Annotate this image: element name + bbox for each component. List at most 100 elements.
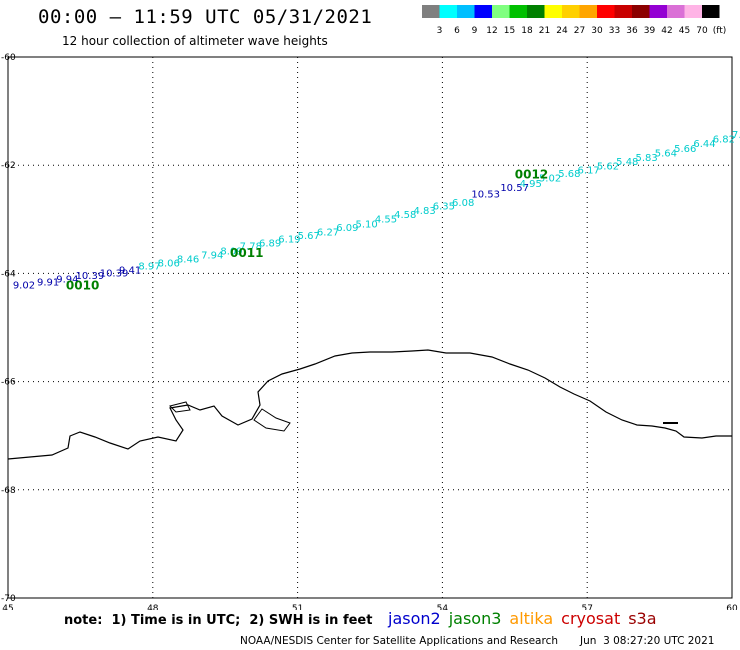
coastline — [7, 349, 732, 460]
swh-value: 4.83 — [413, 206, 435, 217]
swh-value: 8.97 — [138, 262, 160, 273]
scale-label: 18 — [521, 26, 533, 36]
mission-legend: jason2 jason3 altika cryosat s3a — [388, 609, 665, 628]
scale-swatch — [457, 5, 475, 18]
scale-swatch — [649, 5, 667, 18]
swh-value: 9.02 — [13, 281, 35, 292]
scale-label: 12 — [486, 26, 497, 36]
swh-value: 6.35 — [433, 202, 455, 213]
swh-value: 9.41 — [119, 265, 141, 276]
swh-value: 9.94 — [56, 275, 78, 286]
scale-swatch — [684, 5, 702, 18]
swh-value: 7.37 — [732, 130, 740, 141]
swh-value: 8.09 — [220, 246, 242, 257]
lat-tick-label: -66 — [1, 378, 16, 388]
lon-tick-label: 45 — [2, 604, 13, 610]
map-frame — [7, 56, 733, 599]
swh-value: 6.17 — [578, 165, 600, 176]
lon-tick-label: 51 — [292, 604, 303, 610]
island-outline — [253, 408, 291, 432]
island-outline — [169, 401, 191, 413]
mission-jason3: jason3 — [448, 609, 502, 628]
scale-swatch — [527, 5, 545, 18]
scale-swatch — [597, 5, 615, 18]
swh-value: 6.09 — [336, 223, 358, 234]
swh-value: 6.08 — [452, 198, 474, 209]
time-label: 0010 — [66, 279, 99, 293]
swh-value: 8.46 — [177, 255, 199, 266]
swh-value: 8.06 — [158, 258, 180, 269]
lat-tick-label: -68 — [1, 486, 16, 496]
scale-swatch — [439, 5, 457, 18]
mission-s3a: s3a — [628, 609, 657, 628]
scale-swatch — [702, 5, 720, 18]
swh-value: 5.02 — [539, 173, 561, 184]
swh-value: 10.39 — [76, 271, 105, 282]
scale-swatch — [667, 5, 685, 18]
swh-value: 5.68 — [558, 169, 580, 180]
swh-value: 7.78 — [240, 242, 262, 253]
scale-label: 30 — [591, 26, 603, 36]
credit-date: Jun 3 08:27:20 UTC 2021 — [580, 635, 715, 647]
swh-value: 6.44 — [693, 139, 715, 150]
scale-label: 6 — [454, 26, 460, 36]
scale-swatch — [614, 5, 632, 18]
scale-swatch — [579, 5, 597, 18]
swh-value: 10.39 — [100, 269, 129, 280]
swh-value: 5.64 — [655, 149, 677, 160]
scale-label: 36 — [626, 26, 638, 36]
lon-tick-label: 60 — [726, 604, 738, 610]
swh-value: 10.53 — [471, 190, 500, 201]
map-plot[interactable]: 45 48 51 54 57 60-60-62-64-66-68-709.02 9.919.… — [0, 0, 740, 610]
scale-swatch — [544, 5, 562, 18]
scale-swatch — [509, 5, 527, 18]
lon-tick-label: 48 — [147, 604, 159, 610]
lon-tick-label: 54 — [437, 604, 449, 610]
swh-value: 5.48 — [616, 157, 638, 168]
lat-tick-label: -64 — [1, 269, 16, 279]
scale-label: 39 — [644, 26, 656, 36]
swh-value: 6.19 — [278, 235, 300, 246]
scale-swatch — [562, 5, 580, 18]
swh-value: 4.95 — [520, 179, 542, 190]
lon-tick-label: 57 — [581, 604, 592, 610]
time-label: 0011 — [230, 246, 263, 260]
swh-value: 6.27 — [317, 228, 339, 239]
scale-label: 9 — [472, 26, 478, 36]
swh-value: 4.58 — [394, 210, 416, 221]
time-label: 0012 — [515, 168, 548, 182]
scale-label: 27 — [574, 26, 585, 36]
scale-label: 15 — [504, 26, 515, 36]
swh-value: 9.91 — [37, 277, 59, 288]
swh-value: 6.89 — [259, 238, 281, 249]
swh-value: 5.66 — [674, 144, 696, 155]
mission-cryosat: cryosat — [561, 609, 621, 628]
swh-value: 5.62 — [597, 162, 619, 173]
scale-label: 70 — [696, 26, 708, 36]
footer-note: note: 1) Time is in UTC; 2) SWH is in fe… — [64, 613, 373, 628]
lat-tick-label: -70 — [1, 594, 16, 604]
scale-label: 33 — [609, 26, 620, 36]
swh-value: 4.55 — [375, 215, 397, 226]
scale-swatch — [492, 5, 510, 18]
scale-label: 42 — [661, 26, 672, 36]
scale-swatch — [632, 5, 650, 18]
lat-tick-label: -60 — [1, 53, 16, 63]
swh-value: 10.57 — [500, 183, 529, 194]
swh-value: 5.10 — [356, 219, 378, 230]
swh-value: 5.83 — [635, 153, 657, 164]
color-scale-legend: 3 6 9 12 15 18 21 24 27 30 33 36 39 42 45 70 (ft) — [422, 5, 727, 36]
scale-label: (ft) — [713, 26, 727, 36]
mission-altika: altika — [509, 609, 554, 628]
scale-swatch — [474, 5, 492, 18]
scale-label: 21 — [539, 26, 550, 36]
page-title: 00:00 – 11:59 UTC 05/31/2021 — [38, 6, 373, 28]
swh-value: 7.94 — [201, 250, 223, 261]
credit-text: NOAA/NESDIS Center for Satellite Applica… — [240, 635, 558, 647]
page-subtitle: 12 hour collection of altimeter wave hei… — [62, 34, 328, 48]
scale-label: 3 — [437, 26, 443, 36]
lat-tick-label: -62 — [1, 161, 16, 171]
scale-swatch — [422, 5, 440, 18]
swh-value: 6.82 — [713, 134, 735, 145]
scale-label: 45 — [679, 26, 690, 36]
